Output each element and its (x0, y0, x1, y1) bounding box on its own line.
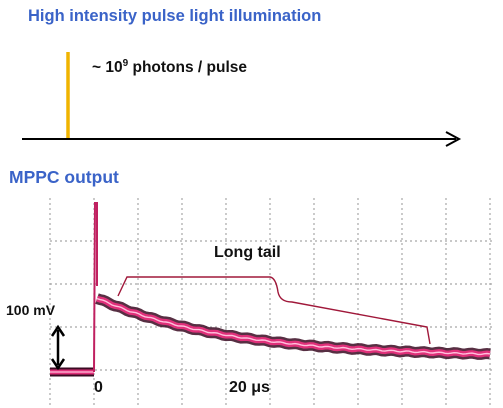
illumination-heading: High intensity pulse light illumination (28, 7, 322, 25)
photon-count-label: ~ 109 photons / pulse (92, 58, 248, 76)
mppc-trace (50, 202, 491, 377)
scale-bar-arrow (50, 324, 66, 371)
long-tail-brace (117, 276, 431, 345)
axis-arrowhead (445, 131, 462, 147)
time-origin-label: 0 (94, 379, 103, 396)
voltage-scale-label: 100 mV (6, 302, 56, 318)
mppc-output-heading: MPPC output (9, 167, 119, 187)
time-scale-label: 20 μs (229, 379, 270, 396)
photon-exponent: 9 (122, 58, 129, 69)
long-tail-label: Long tail (214, 244, 281, 261)
